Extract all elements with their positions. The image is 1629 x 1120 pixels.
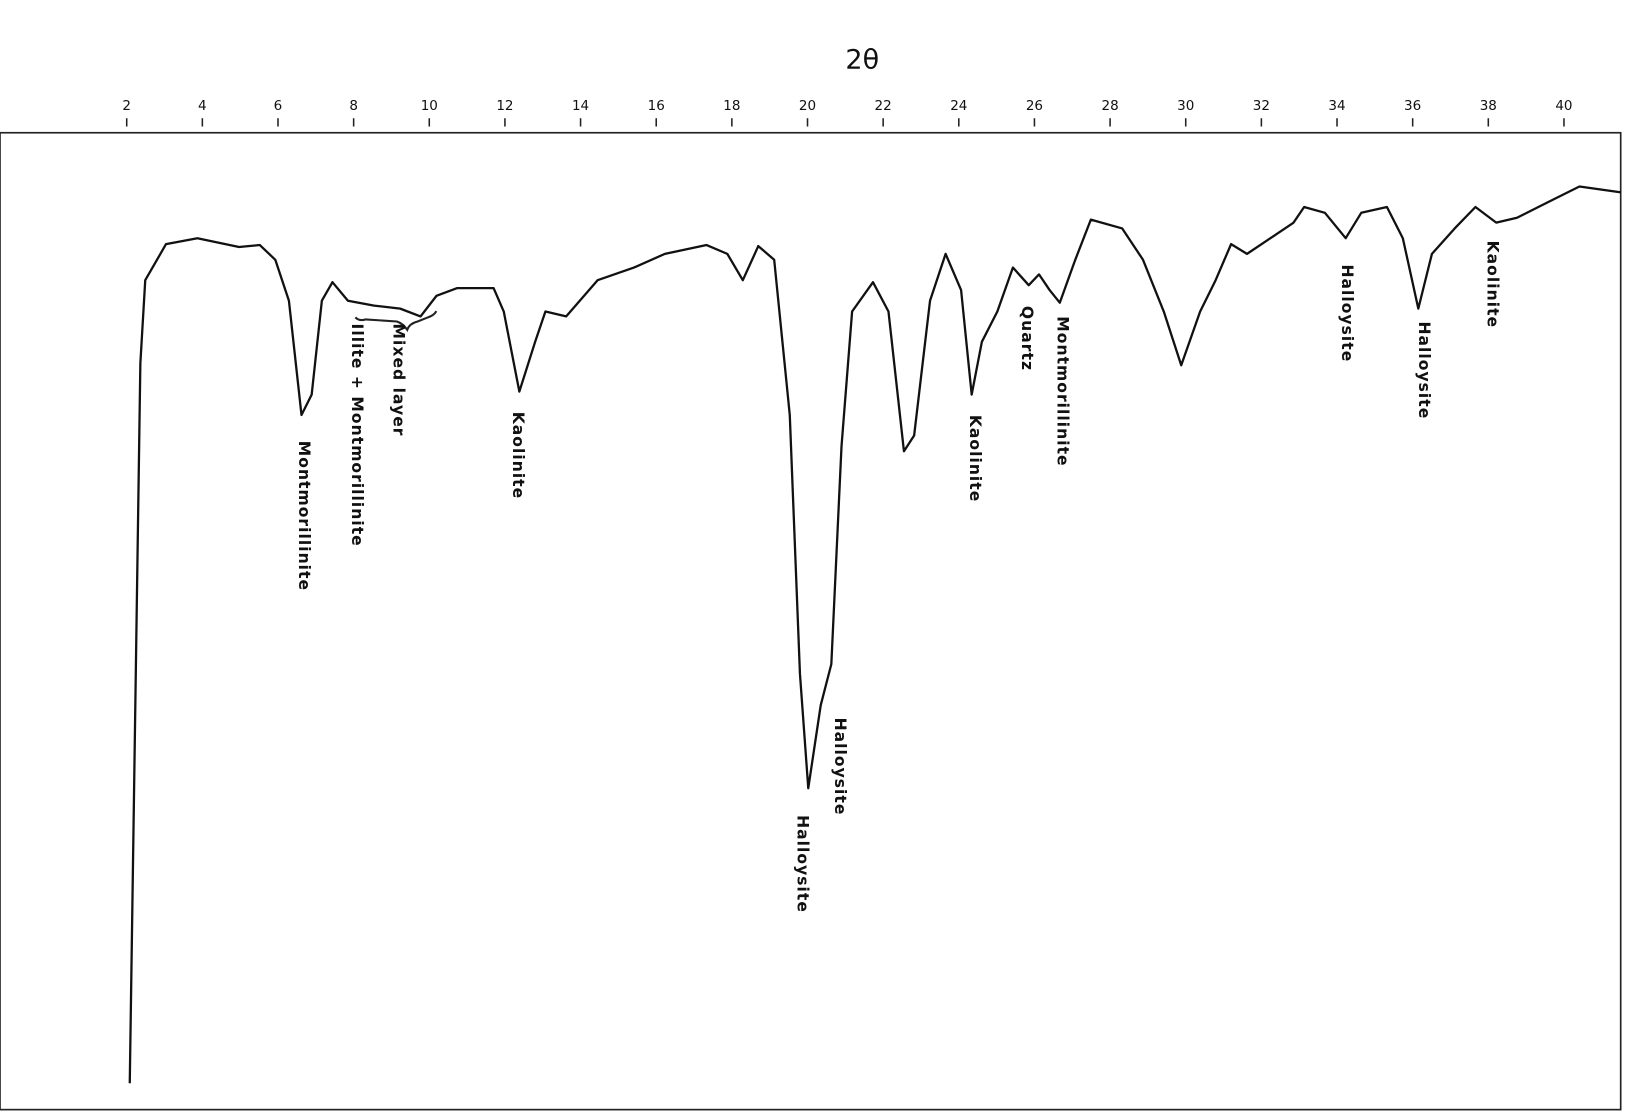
peak-annotation: Halloysite: [1415, 321, 1433, 419]
x-tick-label: 38: [1480, 98, 1497, 114]
peak-annotation: Halloysite: [831, 718, 849, 816]
x-tick-label: 6: [274, 98, 283, 114]
x-tick-label: 30: [1177, 98, 1194, 114]
peak-annotation: Halloysite: [794, 815, 812, 913]
x-tick-label: 32: [1253, 98, 1270, 114]
peak-annotation: Montmorillinite: [295, 441, 313, 591]
peak-annotation: Quartz: [1018, 306, 1036, 371]
x-tick-label: 20: [799, 98, 816, 114]
trace: [130, 186, 1621, 1083]
x-tick-label: 8: [349, 98, 358, 114]
x-axis-label: 2θ: [845, 44, 879, 75]
x-tick-label: 16: [648, 98, 665, 114]
plot-frame: [0, 133, 1621, 1110]
peak-annotation: Kaolinite: [509, 412, 527, 500]
x-tick-label: 24: [950, 98, 967, 114]
chart: 2θ 246810121416182022242628303234363840M…: [0, 0, 1629, 1120]
peak-annotation: Kaolinite: [1483, 241, 1501, 329]
x-tick-label: 22: [875, 98, 892, 114]
peak-annotation: Kaolinite: [966, 415, 984, 503]
x-tick-label: 28: [1101, 98, 1118, 114]
peak-annotation: Illite + Montmorillinite: [348, 324, 366, 547]
peak-annotation: Montmorillinite: [1053, 316, 1071, 466]
x-tick-label: 2: [122, 98, 131, 114]
x-tick-label: 40: [1555, 98, 1572, 114]
peak-annotation: Halloysite: [1338, 264, 1356, 362]
x-tick-label: 12: [496, 98, 513, 114]
x-tick-label: 36: [1404, 98, 1421, 114]
x-tick-label: 26: [1026, 98, 1043, 114]
x-tick-label: 18: [723, 98, 740, 114]
x-tick-label: 4: [198, 98, 207, 114]
x-tick-label: 34: [1328, 98, 1345, 114]
page: 2θ 246810121416182022242628303234363840M…: [0, 0, 1629, 1120]
x-tick-label: 14: [572, 98, 589, 114]
peak-annotation: Mixed layer: [389, 324, 407, 437]
x-tick-label: 10: [421, 98, 438, 114]
